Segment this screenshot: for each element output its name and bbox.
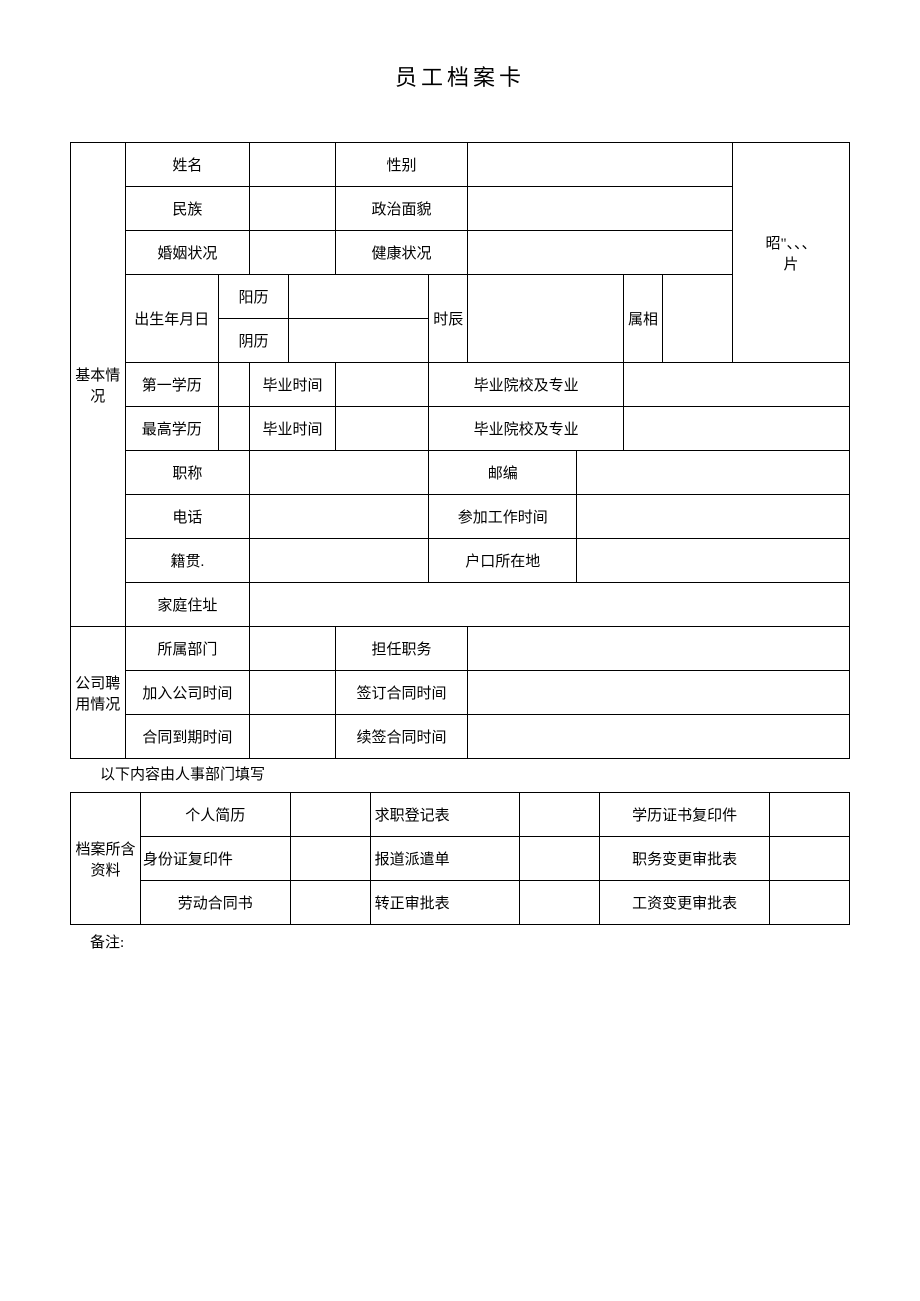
field-grad-school-2 (623, 407, 849, 451)
label-marriage: 婚姻状况 (125, 231, 250, 275)
field-marriage (250, 231, 336, 275)
field-title-pro (250, 451, 429, 495)
field-salary-change (770, 881, 850, 925)
label-grad-time-1: 毕业时间 (250, 363, 336, 407)
field-grad-time-2 (335, 407, 428, 451)
label-lunar: 阴历 (218, 319, 288, 363)
label-dispatch: 报道派遣单 (370, 837, 520, 881)
photo-box: 昭"、、、 片 (733, 143, 850, 363)
field-gender (468, 143, 733, 187)
field-dispatch (520, 837, 600, 881)
field-grad-school-1 (623, 363, 849, 407)
field-lunar (289, 319, 429, 363)
page-title: 员工档案卡 (70, 60, 850, 92)
field-name (250, 143, 336, 187)
field-edu-cert (770, 793, 850, 837)
label-pos-change: 职务变更审批表 (600, 837, 770, 881)
label-contract-sign: 签订合同时间 (335, 671, 467, 715)
label-postcode: 邮编 (429, 451, 577, 495)
field-dept (250, 627, 336, 671)
label-gender: 性别 (335, 143, 467, 187)
label-solar: 阳历 (218, 275, 288, 319)
field-home-addr (250, 583, 850, 627)
field-resume (290, 793, 370, 837)
label-grad-time-2: 毕业时间 (250, 407, 336, 451)
field-highest-edu (218, 407, 249, 451)
label-native: 籍贯. (125, 539, 250, 583)
label-work-start: 参加工作时间 (429, 495, 577, 539)
label-resume: 个人简历 (140, 793, 290, 837)
label-contract-renew: 续签合同时间 (335, 715, 467, 759)
section-files: 档案所含资料 (71, 793, 141, 925)
label-join-date: 加入公司时间 (125, 671, 250, 715)
field-work-start (577, 495, 850, 539)
field-grad-time-1 (335, 363, 428, 407)
label-home-addr: 家庭住址 (125, 583, 250, 627)
field-hukou (577, 539, 850, 583)
label-position: 担任职务 (335, 627, 467, 671)
field-contract-renew (468, 715, 850, 759)
label-hukou: 户口所在地 (429, 539, 577, 583)
hr-note: 以下内容由人事部门填写 (70, 763, 850, 784)
label-name: 姓名 (125, 143, 250, 187)
label-hour: 时辰 (429, 275, 468, 363)
main-form-table: 基本情况 姓名 性别 昭"、、、 片 民族 政治面貌 婚姻状况 健康状况 出生年… (70, 142, 850, 759)
field-health (468, 231, 733, 275)
label-highest-edu: 最高学历 (125, 407, 218, 451)
label-title-pro: 职称 (125, 451, 250, 495)
label-salary-change: 工资变更审批表 (600, 881, 770, 925)
field-solar (289, 275, 429, 319)
field-politics (468, 187, 733, 231)
label-phone: 电话 (125, 495, 250, 539)
field-postcode (577, 451, 850, 495)
field-first-edu (218, 363, 249, 407)
label-grad-school-2: 毕业院校及专业 (429, 407, 624, 451)
remark-label: 备注: (70, 931, 850, 952)
field-contract-end (250, 715, 336, 759)
label-zodiac: 属相 (623, 275, 662, 363)
field-ethnic (250, 187, 336, 231)
label-ethnic: 民族 (125, 187, 250, 231)
label-contract-end: 合同到期时间 (125, 715, 250, 759)
label-health: 健康状况 (335, 231, 467, 275)
field-hour (468, 275, 624, 363)
label-job-form: 求职登记表 (370, 793, 520, 837)
section-employ: 公司聘用情况 (71, 627, 126, 759)
field-id-copy (290, 837, 370, 881)
label-dept: 所属部门 (125, 627, 250, 671)
label-regular-form: 转正审批表 (370, 881, 520, 925)
field-native (250, 539, 429, 583)
field-job-form (520, 793, 600, 837)
label-edu-cert: 学历证书复印件 (600, 793, 770, 837)
label-first-edu: 第一学历 (125, 363, 218, 407)
label-politics: 政治面貌 (335, 187, 467, 231)
label-id-copy: 身份证复印件 (140, 837, 290, 881)
field-phone (250, 495, 429, 539)
field-join-date (250, 671, 336, 715)
section-basic: 基本情况 (71, 143, 126, 627)
field-position (468, 627, 850, 671)
field-contract-sign (468, 671, 850, 715)
field-pos-change (770, 837, 850, 881)
label-grad-school-1: 毕业院校及专业 (429, 363, 624, 407)
files-table: 档案所含资料 个人简历 求职登记表 学历证书复印件 身份证复印件 报道派遣单 职… (70, 792, 850, 925)
field-zodiac (662, 275, 732, 363)
label-birth: 出生年月日 (125, 275, 218, 363)
field-regular-form (520, 881, 600, 925)
field-labor-contract (290, 881, 370, 925)
label-labor-contract: 劳动合同书 (140, 881, 290, 925)
